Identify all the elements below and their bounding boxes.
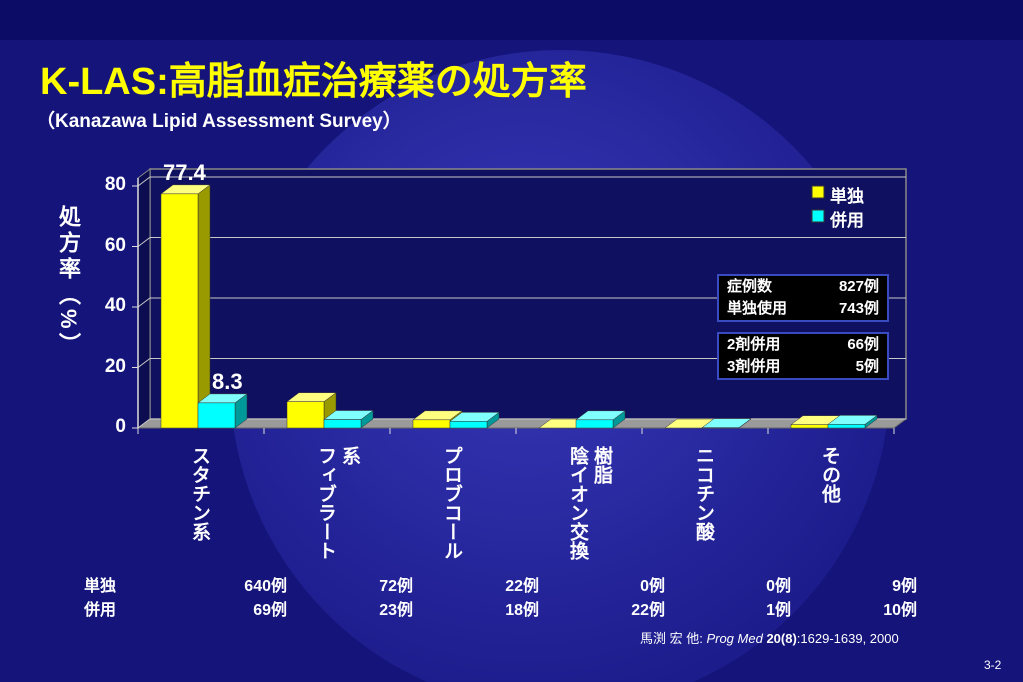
x-tick-label: 陰イオン交換樹脂 [567,446,612,560]
x-tick-label: プロブコール [441,446,462,560]
bar [197,402,236,429]
citation-pages: :1629-1639, 2000 [796,631,899,646]
bar [449,421,488,429]
citation-authors: 馬渕 宏 他: [640,631,707,646]
grid-line [137,418,906,429]
header-band [0,0,1023,40]
grid-line [137,297,906,308]
grid-line [137,358,906,368]
y-tick-label: 20 [104,355,126,377]
count-cell: 22例 [631,602,665,619]
grid-line [137,176,906,187]
info-value: 743例 [838,300,879,317]
count-cell: 0例 [640,578,665,595]
citation-journal: Prog Med [706,631,763,646]
title: K-LAS:高脂血症治療薬の処方率 [40,61,587,103]
count-cell: 72例 [379,578,413,595]
count-row-label: 併用 [83,602,116,619]
info-key: 3剤併用 [727,358,781,375]
bar [160,193,199,429]
count-cell: 0例 [766,578,791,595]
page-number: 3-2 [984,658,1002,672]
subtitle: （Kanazawa Lipid Assessment Survey） [36,111,402,132]
legend-label: 併用 [830,211,864,230]
bar [575,419,614,429]
legend-swatch [811,209,825,223]
y-tick-label: 40 [104,295,126,316]
info-value: 5例 [855,358,879,375]
info-key: 単独使用 [727,300,788,317]
count-cell: 22例 [505,578,539,595]
count-cell: 23例 [379,602,413,619]
side-wall [137,168,151,429]
bar [323,419,362,429]
bar [412,419,451,429]
y-axis-label: 処方率（%） [56,205,81,359]
citation: 馬渕 宏 他: Prog Med 20(8):1629-1639, 2000 [640,628,899,647]
count-cell: 69例 [253,602,287,619]
bar [790,424,829,429]
info-row: 3剤併用 5例 [719,356,887,378]
x-tick-label: フィブラート系 [315,446,360,560]
info-row: 2剤併用 66例 [719,334,887,356]
count-cell: 1例 [766,602,791,619]
x-tick-label: その他 [819,446,840,503]
info-key: 症例数 [727,278,773,295]
bar-side [197,184,211,429]
info-row: 単独使用 743例 [719,298,887,320]
count-cell: 9例 [892,578,917,595]
count-cell: 10例 [883,602,917,619]
count-cell: 18例 [505,602,539,619]
info-key: 2剤併用 [727,336,781,353]
legend-swatch [811,185,825,199]
bar [286,401,325,429]
info-box: 2剤併用 66例 3剤併用 5例 [717,332,889,380]
legend-label: 単独 [830,187,864,206]
y-tick-label: 80 [104,174,126,195]
count-row-label: 単独 [83,578,116,595]
count-cell: 640例 [244,578,287,595]
data-label: 8.3 [212,368,243,394]
info-value: 66例 [847,336,879,353]
info-box: 症例数 827例単独使用 743例 [717,274,889,322]
data-label: 77.4 [163,159,206,185]
y-tick-label: 0 [115,416,126,437]
grid-line [137,237,906,247]
y-tick-label: 60 [104,234,126,256]
bar [827,424,866,429]
x-tick-label: ニコチン酸 [693,446,714,541]
x-tick-label: スタチン系 [189,446,210,541]
citation-volume: 20(8) [762,631,797,646]
info-value: 827例 [838,278,879,295]
info-row: 症例数 827例 [719,276,887,298]
